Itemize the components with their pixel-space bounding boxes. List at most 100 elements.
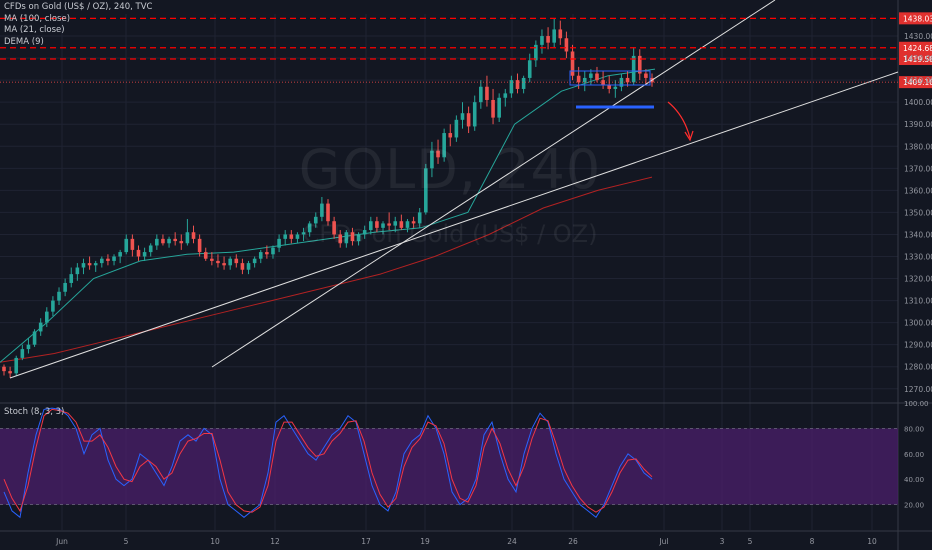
candle-body xyxy=(51,300,55,312)
price-axis: 1430.00 1420.00 1410.00 1400.00 1390.00 1380.… xyxy=(904,32,932,510)
candle-body xyxy=(387,223,391,226)
candle-body xyxy=(57,291,61,301)
candle-body xyxy=(448,133,453,138)
candle-body xyxy=(112,256,116,261)
stoch-legend[interactable]: Stoch (8, 3, 3) xyxy=(4,407,65,417)
candle-body xyxy=(424,168,428,213)
candle-body xyxy=(472,102,477,127)
candle-body xyxy=(191,232,196,239)
candle-body xyxy=(222,263,226,266)
candle-body xyxy=(100,258,104,264)
consolidation-box xyxy=(569,70,651,86)
candle-body xyxy=(75,267,80,275)
stochastic-oscillator xyxy=(3,407,653,519)
candle-body xyxy=(326,203,330,222)
candle-body xyxy=(368,221,373,231)
candle-body xyxy=(234,258,239,264)
ma21-line xyxy=(0,68,656,363)
candle-body xyxy=(613,86,618,89)
chart-legend: CFDs on Gold (US$ / OZ), 240, TVC MA (10… xyxy=(4,2,152,48)
candle-body xyxy=(509,80,514,94)
candle-body xyxy=(515,80,520,89)
candle-body xyxy=(197,238,202,253)
candle-body xyxy=(540,36,544,45)
price-tick-label: 1390.00 xyxy=(904,120,932,129)
legend-ma100[interactable]: MA (100, close) xyxy=(4,13,71,24)
price-tick-label: 1420.00 xyxy=(904,54,932,63)
candle-body xyxy=(301,232,306,235)
candle-body xyxy=(258,252,263,259)
price-tick-label: 1270.00 xyxy=(904,385,932,394)
price-tick-label: 1330.00 xyxy=(904,253,932,262)
candle-body xyxy=(356,234,361,242)
candle-body xyxy=(576,75,581,83)
candle-body xyxy=(240,263,245,270)
candle-body xyxy=(289,234,294,239)
candle-body xyxy=(185,232,190,244)
candle-body xyxy=(179,241,184,244)
candle-body xyxy=(479,86,483,103)
candle-body xyxy=(2,366,6,372)
price-label: 1424.68 xyxy=(903,44,932,53)
candle-body xyxy=(271,247,275,255)
moving-average-lines xyxy=(0,68,656,363)
candle-body xyxy=(277,238,281,248)
candlestick-series xyxy=(2,18,654,378)
candle-body xyxy=(20,349,25,358)
candle-body xyxy=(161,238,165,244)
price-tick-label: 1430.00 xyxy=(904,32,932,41)
price-tick-label: 1290.00 xyxy=(904,341,932,350)
price-tick-label: 1350.00 xyxy=(904,208,932,217)
arrow-head-icon xyxy=(684,130,694,142)
legend-ma21[interactable]: MA (21, close) xyxy=(4,25,65,35)
candle-body xyxy=(595,73,599,81)
candle-body xyxy=(32,331,37,345)
candle-body xyxy=(81,263,86,268)
time-tick-label: 10 xyxy=(867,537,877,546)
candle-body xyxy=(124,238,129,253)
candle-body xyxy=(350,232,355,242)
candle-body xyxy=(644,73,648,78)
candle-body xyxy=(167,238,171,244)
candle-body xyxy=(442,133,446,158)
candle-body xyxy=(454,119,459,138)
legend-title[interactable]: CFDs on Gold (US$ / OZ), 240, TVC xyxy=(4,2,153,12)
time-tick-label: 3 xyxy=(720,537,725,546)
candle-body xyxy=(589,73,593,78)
candle-body xyxy=(38,322,43,332)
price-tick-label: 1300.00 xyxy=(904,319,932,328)
projection-arrow xyxy=(667,101,691,139)
price-tick-label: 1310.00 xyxy=(904,297,932,306)
candle-body xyxy=(564,38,569,52)
candle-body xyxy=(283,234,288,239)
candle-body xyxy=(534,44,538,61)
stoch-d-line xyxy=(3,408,653,513)
candle-body xyxy=(503,93,508,98)
candle-body xyxy=(344,232,349,244)
time-tick-label: 12 xyxy=(270,537,280,546)
price-tick-label: 1400.00 xyxy=(904,98,932,107)
price-tick-label: 1320.00 xyxy=(904,275,932,284)
candle-body xyxy=(631,55,636,83)
legend-dema[interactable]: DEMA (9) xyxy=(4,36,44,47)
candle-body xyxy=(527,60,532,78)
candle-body xyxy=(8,371,12,374)
time-axis: Jun 5 10 12 17 19 24 26 Jul 3 5 8 10 xyxy=(55,537,877,546)
stoch-tick-label: 80.00 xyxy=(904,425,924,433)
candle-body xyxy=(491,99,495,118)
candle-body xyxy=(118,252,122,257)
candle-body xyxy=(497,97,501,118)
candle-body xyxy=(558,29,563,39)
candle-body xyxy=(552,29,556,43)
candle-body xyxy=(637,55,642,74)
candle-body xyxy=(87,263,92,266)
candle-body xyxy=(521,77,526,89)
price-tick-label: 1340.00 xyxy=(904,230,932,239)
candle-body xyxy=(142,252,147,257)
candle-body xyxy=(546,36,550,43)
candle-body xyxy=(313,216,318,224)
candle-body xyxy=(485,86,489,100)
price-label-box xyxy=(899,12,932,25)
candle-body xyxy=(69,274,74,283)
